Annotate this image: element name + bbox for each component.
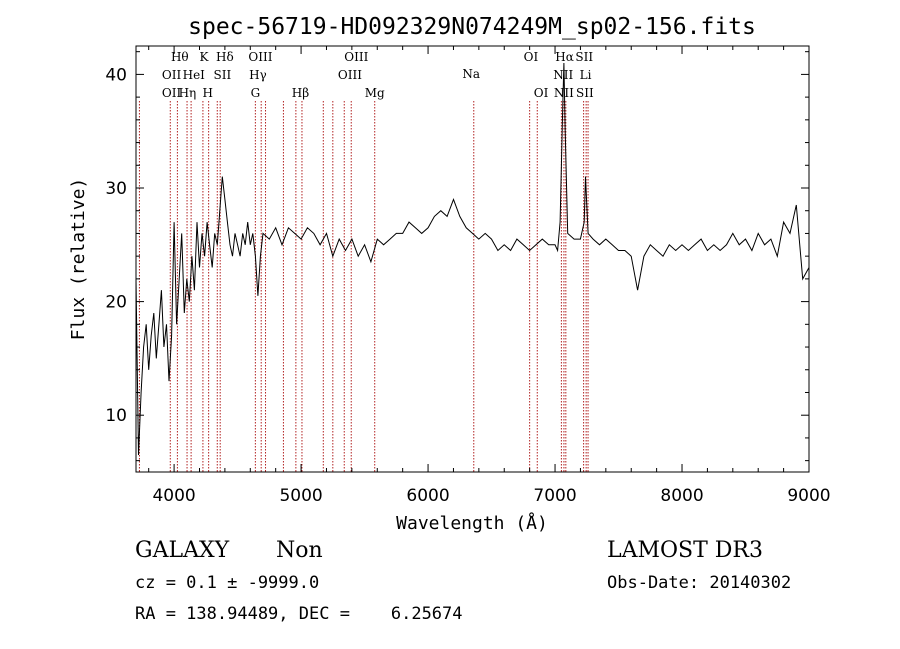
line-label: Hγ [249,68,267,82]
emission-line-markers [138,101,589,472]
spectrum-line [135,62,810,456]
line-label: G [251,86,261,100]
line-label: OIII [344,50,368,64]
line-label: SII [213,68,231,82]
line-label: Hδ [216,50,234,64]
y-tick-label: 40 [105,65,127,85]
line-label: SII [575,50,593,64]
x-tick-label: 5000 [279,486,322,506]
chart-title: spec-56719-HD092329N074249M_sp02-156.fit… [188,14,756,40]
line-label: SII [576,86,594,100]
class-label: GALAXY [135,538,230,563]
x-tick-label: 6000 [406,486,449,506]
line-label: Hβ [292,86,309,100]
plot-frame [135,45,810,473]
x-tick-label: 4000 [152,486,195,506]
y-axis-label: Flux (relative) [68,178,89,341]
line-label: OI [534,86,549,100]
line-label: HeI [183,68,206,82]
line-label: OII [162,86,182,100]
x-tick-label: 7000 [533,486,576,506]
line-label: Hα [555,50,574,64]
y-tick-label: 20 [105,293,127,313]
y-tick-label: 10 [105,406,127,426]
redshift-readout: cz = 0.1 ± -9999.0 [135,573,320,593]
y-axis-ticks: 10 20 30 40 [105,51,809,462]
line-label: OI [524,50,539,64]
line-label: Hθ [171,50,189,64]
x-axis-label: Wavelength (Å) [396,512,548,534]
line-label: K [199,50,209,64]
line-label: Hη [179,86,197,100]
line-label: Mg [365,86,385,100]
line-label: OIII [338,68,362,82]
coordinates-readout: RA = 138.94489, DEC = 6.25674 [135,604,463,624]
line-label: Li [580,68,592,82]
line-label: Na [462,67,480,81]
y-tick-label: 30 [105,179,127,199]
line-label: OII [162,68,182,82]
x-axis-ticks: 4000 5000 6000 7000 8000 9000 [148,46,831,506]
line-label: H [203,86,213,100]
line-label: OIII [248,50,272,64]
subclass-label: Non [276,538,323,563]
x-tick-label: 9000 [787,486,830,506]
survey-label: LAMOST DR3 [607,538,763,563]
x-tick-label: 8000 [660,486,703,506]
obs-date-readout: Obs-Date: 20140302 [607,573,792,593]
